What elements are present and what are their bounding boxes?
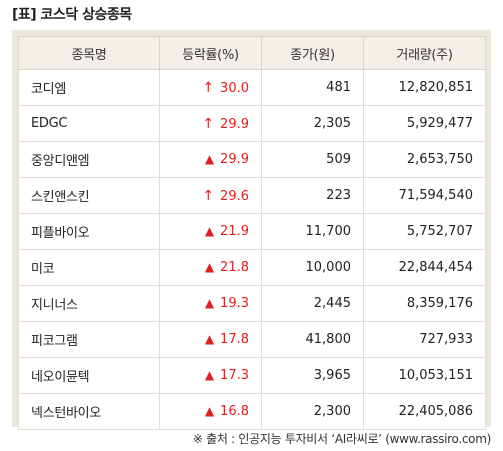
header-stock-name: 종목명: [18, 36, 160, 70]
trade-volume: 10,053,151: [363, 357, 486, 394]
up-triangle-icon: ▲: [204, 260, 215, 274]
up-triangle-icon: ▲: [204, 368, 215, 382]
table-row: EDGC ↑ 29.9 2,305 5,929,477: [18, 105, 486, 142]
change-rate-value: 29.6: [220, 188, 249, 204]
close-price: 2,305: [261, 105, 364, 142]
header-row: 종목명 등락률(%) 종가(원) 거래량(주): [18, 36, 486, 70]
table-frame: 종목명 등락률(%) 종가(원) 거래량(주) 코디엠 ↑ 30.0 481 12,82…: [12, 30, 491, 430]
close-price: 2,300: [261, 393, 364, 430]
upper-limit-arrow-icon: ↑: [202, 187, 215, 204]
up-triangle-icon: ▲: [204, 296, 215, 310]
up-triangle-icon: ▲: [204, 152, 215, 166]
stock-name: 피코그램: [18, 321, 160, 358]
table-row: 피플바이오 ▲ 21.9 11,700 5,752,707: [18, 213, 486, 250]
close-price: 10,000: [261, 249, 364, 286]
change-rate-value: 17.8: [220, 332, 249, 347]
change-rate: ▲ 16.8: [159, 393, 262, 430]
close-price: 509: [261, 141, 364, 178]
stock-name: 지니너스: [18, 285, 160, 322]
change-rate: ▲ 29.9: [159, 141, 262, 178]
trade-volume: 22,405,086: [363, 393, 486, 430]
header-volume: 거래량(주): [363, 36, 486, 70]
trade-volume: 71,594,540: [363, 177, 486, 214]
header-close-price: 종가(원): [261, 36, 364, 70]
source-note: ※ 출처 : 인공지능 투자비서 ‘AI라씨로’ (www.rassiro.co…: [192, 432, 491, 446]
change-rate-value: 16.8: [220, 404, 249, 419]
table-row: 중앙디앤엠 ▲ 29.9 509 2,653,750: [18, 141, 486, 178]
change-rate-value: 21.9: [220, 224, 249, 239]
up-triangle-icon: ▲: [204, 224, 215, 238]
stock-name: 넥스턴바이오: [18, 393, 160, 430]
change-rate-value: 30.0: [220, 80, 249, 96]
change-rate-value: 19.3: [220, 296, 249, 311]
stock-table: 종목명 등락률(%) 종가(원) 거래량(주) 코디엠 ↑ 30.0 481 12,82…: [18, 36, 486, 430]
trade-volume: 8,359,176: [363, 285, 486, 322]
stock-name: 피플바이오: [18, 213, 160, 250]
header-change-rate: 등락률(%): [159, 36, 262, 70]
trade-volume: 5,752,707: [363, 213, 486, 250]
change-rate-value: 21.8: [220, 260, 249, 275]
table-row: 미코 ▲ 21.8 10,000 22,844,454: [18, 249, 486, 286]
trade-volume: 5,929,477: [363, 105, 486, 142]
stock-name: 네오이뮨텍: [18, 357, 160, 394]
stock-name: 중앙디앤엠: [18, 141, 160, 178]
change-rate: ▲ 21.8: [159, 249, 262, 286]
table-title: [표] 코스닥 상승종목: [12, 7, 132, 23]
table-body: 코디엠 ↑ 30.0 481 12,820,851 EDGC ↑ 29.9 2,305 5,929…: [18, 69, 486, 430]
trade-volume: 22,844,454: [363, 249, 486, 286]
stock-name: 코디엠: [18, 69, 160, 106]
change-rate-value: 29.9: [220, 116, 249, 132]
close-price: 2,445: [261, 285, 364, 322]
up-triangle-icon: ▲: [204, 332, 215, 346]
change-rate-value: 17.3: [220, 368, 249, 383]
stock-name: 미코: [18, 249, 160, 286]
change-rate: ↑ 30.0: [159, 69, 262, 106]
change-rate: ▲ 19.3: [159, 285, 262, 322]
table-row: 지니너스 ▲ 19.3 2,445 8,359,176: [18, 285, 486, 322]
upper-limit-arrow-icon: ↑: [202, 115, 215, 132]
trade-volume: 12,820,851: [363, 69, 486, 106]
stock-name: 스킨앤스킨: [18, 177, 160, 214]
table-row: 네오이뮨텍 ▲ 17.3 3,965 10,053,151: [18, 357, 486, 394]
table-row: 피코그램 ▲ 17.8 41,800 727,933: [18, 321, 486, 358]
close-price: 481: [261, 69, 364, 106]
trade-volume: 2,653,750: [363, 141, 486, 178]
table-row: 코디엠 ↑ 30.0 481 12,820,851: [18, 69, 486, 106]
change-rate-value: 29.9: [220, 152, 249, 167]
table-row: 넥스턴바이오 ▲ 16.8 2,300 22,405,086: [18, 393, 486, 430]
close-price: 11,700: [261, 213, 364, 250]
close-price: 223: [261, 177, 364, 214]
change-rate: ▲ 17.3: [159, 357, 262, 394]
close-price: 41,800: [261, 321, 364, 358]
stock-name: EDGC: [18, 105, 160, 142]
table-row: 스킨앤스킨 ↑ 29.6 223 71,594,540: [18, 177, 486, 214]
change-rate: ↑ 29.9: [159, 105, 262, 142]
upper-limit-arrow-icon: ↑: [202, 79, 215, 96]
change-rate: ▲ 17.8: [159, 321, 262, 358]
change-rate: ↑ 29.6: [159, 177, 262, 214]
up-triangle-icon: ▲: [204, 404, 215, 418]
change-rate: ▲ 21.9: [159, 213, 262, 250]
close-price: 3,965: [261, 357, 364, 394]
trade-volume: 727,933: [363, 321, 486, 358]
